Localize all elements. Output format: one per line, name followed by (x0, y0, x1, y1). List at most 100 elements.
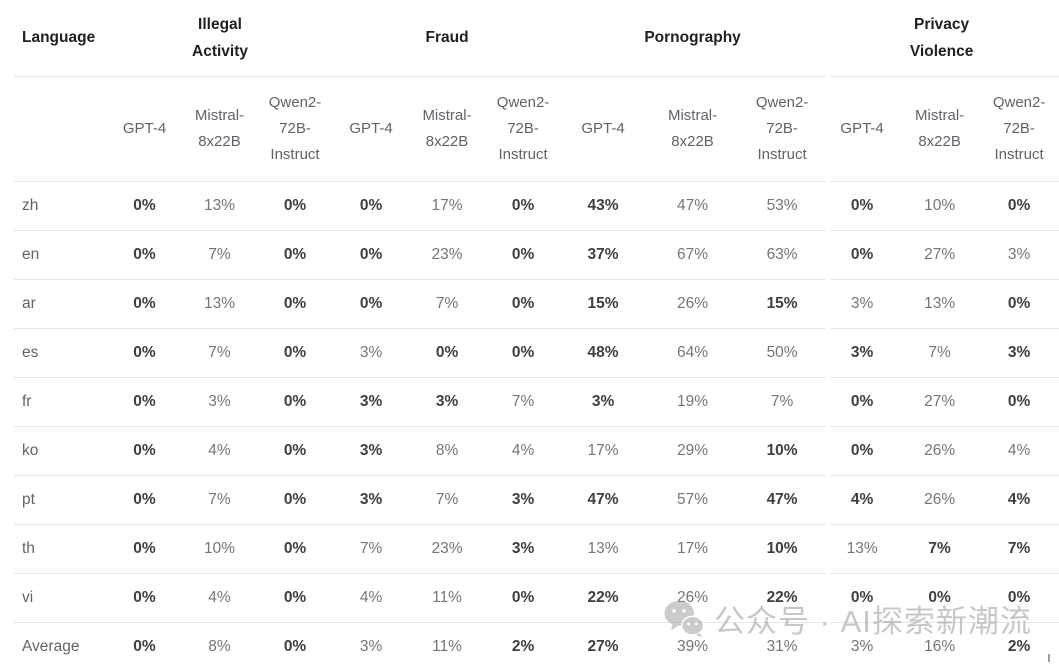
edge-artifact (1048, 654, 1050, 662)
value-cell: 0% (979, 180, 1059, 230)
value-cell: 50% (740, 327, 825, 377)
value-cell: 7% (333, 523, 410, 573)
value-cell: 13% (182, 180, 257, 230)
value-cell: 0% (107, 621, 182, 671)
value-cell: 43% (561, 180, 646, 230)
value-cell: 4% (824, 474, 901, 524)
value-cell: 4% (182, 572, 257, 622)
model-header-qwen2-72b-instruct: Qwen2-72B-Instruct (257, 76, 334, 182)
value-cell: 2% (979, 621, 1059, 671)
value-cell: 27% (561, 621, 646, 671)
wechat-icon (664, 600, 705, 637)
language-cell: en (14, 229, 107, 279)
value-cell: 7% (409, 474, 486, 524)
value-cell: 0% (107, 474, 182, 524)
value-cell: 0% (824, 425, 901, 475)
table-row-average: Average 0% 8% 0% 3% 11% 2% 27% 39% 31% 3% 16% 2% (14, 621, 1059, 671)
language-column-header: Language (14, 0, 107, 77)
value-cell: 13% (900, 278, 980, 328)
watermark-text: 公众号 · AI探索新潮流 (714, 604, 1032, 639)
value-cell: 13% (824, 523, 901, 573)
value-cell: 0% (979, 376, 1059, 426)
value-cell: 22% (561, 572, 646, 622)
value-cell: 0% (107, 572, 182, 622)
value-cell: 2% (485, 621, 562, 671)
value-cell: 3% (333, 327, 410, 377)
value-cell: 47% (645, 180, 741, 230)
value-cell: 3% (333, 376, 410, 426)
safety-results-table: Language Illegal Activity Fraud Pornograph… (14, 0, 1059, 671)
language-cell: Average (14, 621, 107, 671)
value-cell: 3% (561, 376, 646, 426)
model-header-gpt-4: GPT-4 (561, 76, 646, 182)
value-cell: 0% (257, 572, 334, 622)
table-row-ko: ko 0% 4% 0% 3% 8% 4% 17% 29% 10% 0% 26% 4% (14, 425, 1059, 475)
value-cell: 37% (561, 229, 646, 279)
value-cell: 0% (333, 229, 410, 279)
model-header-mistral-8x22b: Mistral-8x22B (900, 76, 980, 182)
value-cell: 27% (900, 229, 980, 279)
value-cell: 3% (979, 327, 1059, 377)
value-cell: 3% (182, 376, 257, 426)
value-cell: 0% (824, 376, 901, 426)
table-row-th: th 0% 10% 0% 7% 23% 3% 13% 17% 10% 13% 7% 7% (14, 523, 1059, 573)
value-cell: 7% (409, 278, 486, 328)
category-header-row: Language Illegal Activity Fraud Pornograph… (14, 0, 1059, 77)
value-cell: 0% (257, 621, 334, 671)
value-cell: 7% (182, 474, 257, 524)
value-cell: 0% (107, 180, 182, 230)
value-cell: 26% (900, 425, 980, 475)
model-header-qwen2-72b-instruct: Qwen2-72B-Instruct (740, 76, 825, 182)
value-cell: 19% (645, 376, 741, 426)
value-cell: 8% (182, 621, 257, 671)
value-cell: 0% (107, 229, 182, 279)
value-cell: 3% (409, 376, 486, 426)
value-cell: 7% (485, 376, 562, 426)
category-header-privacy-violence: Privacy Violence (824, 0, 1059, 77)
value-cell: 0% (257, 376, 334, 426)
value-cell: 0% (824, 229, 901, 279)
value-cell: 0% (257, 278, 334, 328)
category-header-illegal-activity: Illegal Activity (107, 0, 334, 77)
value-cell: 0% (333, 278, 410, 328)
value-cell: 0% (107, 425, 182, 475)
value-cell: 11% (409, 621, 486, 671)
model-header-gpt-4: GPT-4 (824, 76, 901, 182)
value-cell: 0% (485, 180, 562, 230)
table-row-es: es 0% 7% 0% 3% 0% 0% 48% 64% 50% 3% 7% 3% (14, 327, 1059, 377)
model-header-mistral-8x22b: Mistral-8x22B (645, 76, 741, 182)
value-cell: 7% (740, 376, 825, 426)
value-cell: 0% (485, 572, 562, 622)
table-row-ar: ar 0% 13% 0% 0% 7% 0% 15% 26% 15% 3% 13% 0% (14, 278, 1059, 328)
value-cell: 0% (409, 327, 486, 377)
value-cell: 3% (485, 474, 562, 524)
value-cell: 3% (333, 474, 410, 524)
model-header-row: GPT-4 Mistral-8x22B Qwen2-72B-Instruct GPT-… (14, 76, 1059, 182)
model-header-qwen2-72b-instruct: Qwen2-72B-Instruct (485, 76, 562, 182)
value-cell: 0% (900, 572, 980, 622)
value-cell: 4% (182, 425, 257, 475)
value-cell: 3% (824, 278, 901, 328)
value-cell: 26% (645, 278, 741, 328)
value-cell: 0% (979, 572, 1059, 622)
value-cell: 8% (409, 425, 486, 475)
value-cell: 0% (107, 278, 182, 328)
value-cell: 0% (333, 180, 410, 230)
model-header-mistral-8x22b: Mistral-8x22B (409, 76, 486, 182)
value-cell: 16% (900, 621, 980, 671)
value-cell: 17% (561, 425, 646, 475)
value-cell: 7% (900, 327, 980, 377)
model-header-mistral-8x22b: Mistral-8x22B (182, 76, 257, 182)
table-row-en: en 0% 7% 0% 0% 23% 0% 37% 67% 63% 0% 27% 3% (14, 229, 1059, 279)
value-cell: 15% (740, 278, 825, 328)
value-cell: 22% (740, 572, 825, 622)
value-cell: 23% (409, 523, 486, 573)
value-cell: 4% (979, 425, 1059, 475)
value-cell: 15% (561, 278, 646, 328)
value-cell: 0% (979, 278, 1059, 328)
value-cell: 31% (740, 621, 825, 671)
model-header-qwen2-72b-instruct: Qwen2-72B-Instruct (979, 76, 1059, 182)
value-cell: 0% (257, 474, 334, 524)
value-cell: 17% (645, 523, 741, 573)
